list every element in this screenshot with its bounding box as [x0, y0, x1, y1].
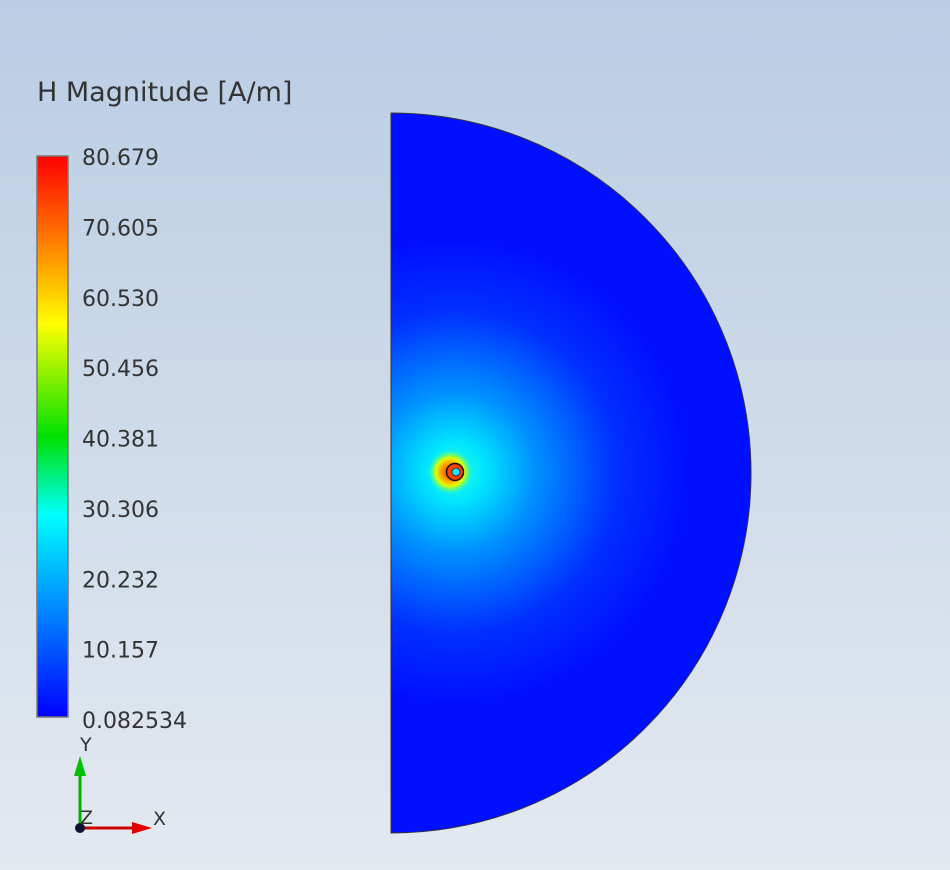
y-label: Y — [79, 734, 92, 756]
geometry-outline — [390, 112, 752, 834]
legend-title: H Magnitude [A/m] — [37, 77, 292, 108]
legend-label: 0.082534 — [82, 709, 187, 734]
color-bar — [36, 155, 69, 718]
legend-label: 50.456 — [82, 357, 159, 382]
z-label: Z — [80, 807, 93, 829]
z-axis-origin — [75, 823, 85, 833]
legend-label: 60.530 — [82, 287, 159, 312]
legend-label: 70.605 — [82, 216, 159, 241]
y-arrow-head — [74, 756, 86, 776]
legend-label: 30.306 — [82, 498, 159, 523]
legend-labels: 80.679 70.605 60.530 50.456 40.381 30.306 20.2… — [82, 146, 187, 734]
axis-triad: Y Z X — [74, 734, 166, 834]
x-arrow-head — [132, 822, 152, 834]
x-label: X — [153, 808, 166, 830]
conductor-core — [451, 467, 461, 477]
legend-label: 20.232 — [82, 568, 159, 593]
legend-label: 40.381 — [82, 428, 159, 453]
legend-label: 80.679 — [82, 146, 159, 171]
legend-label: 10.157 — [82, 639, 159, 664]
